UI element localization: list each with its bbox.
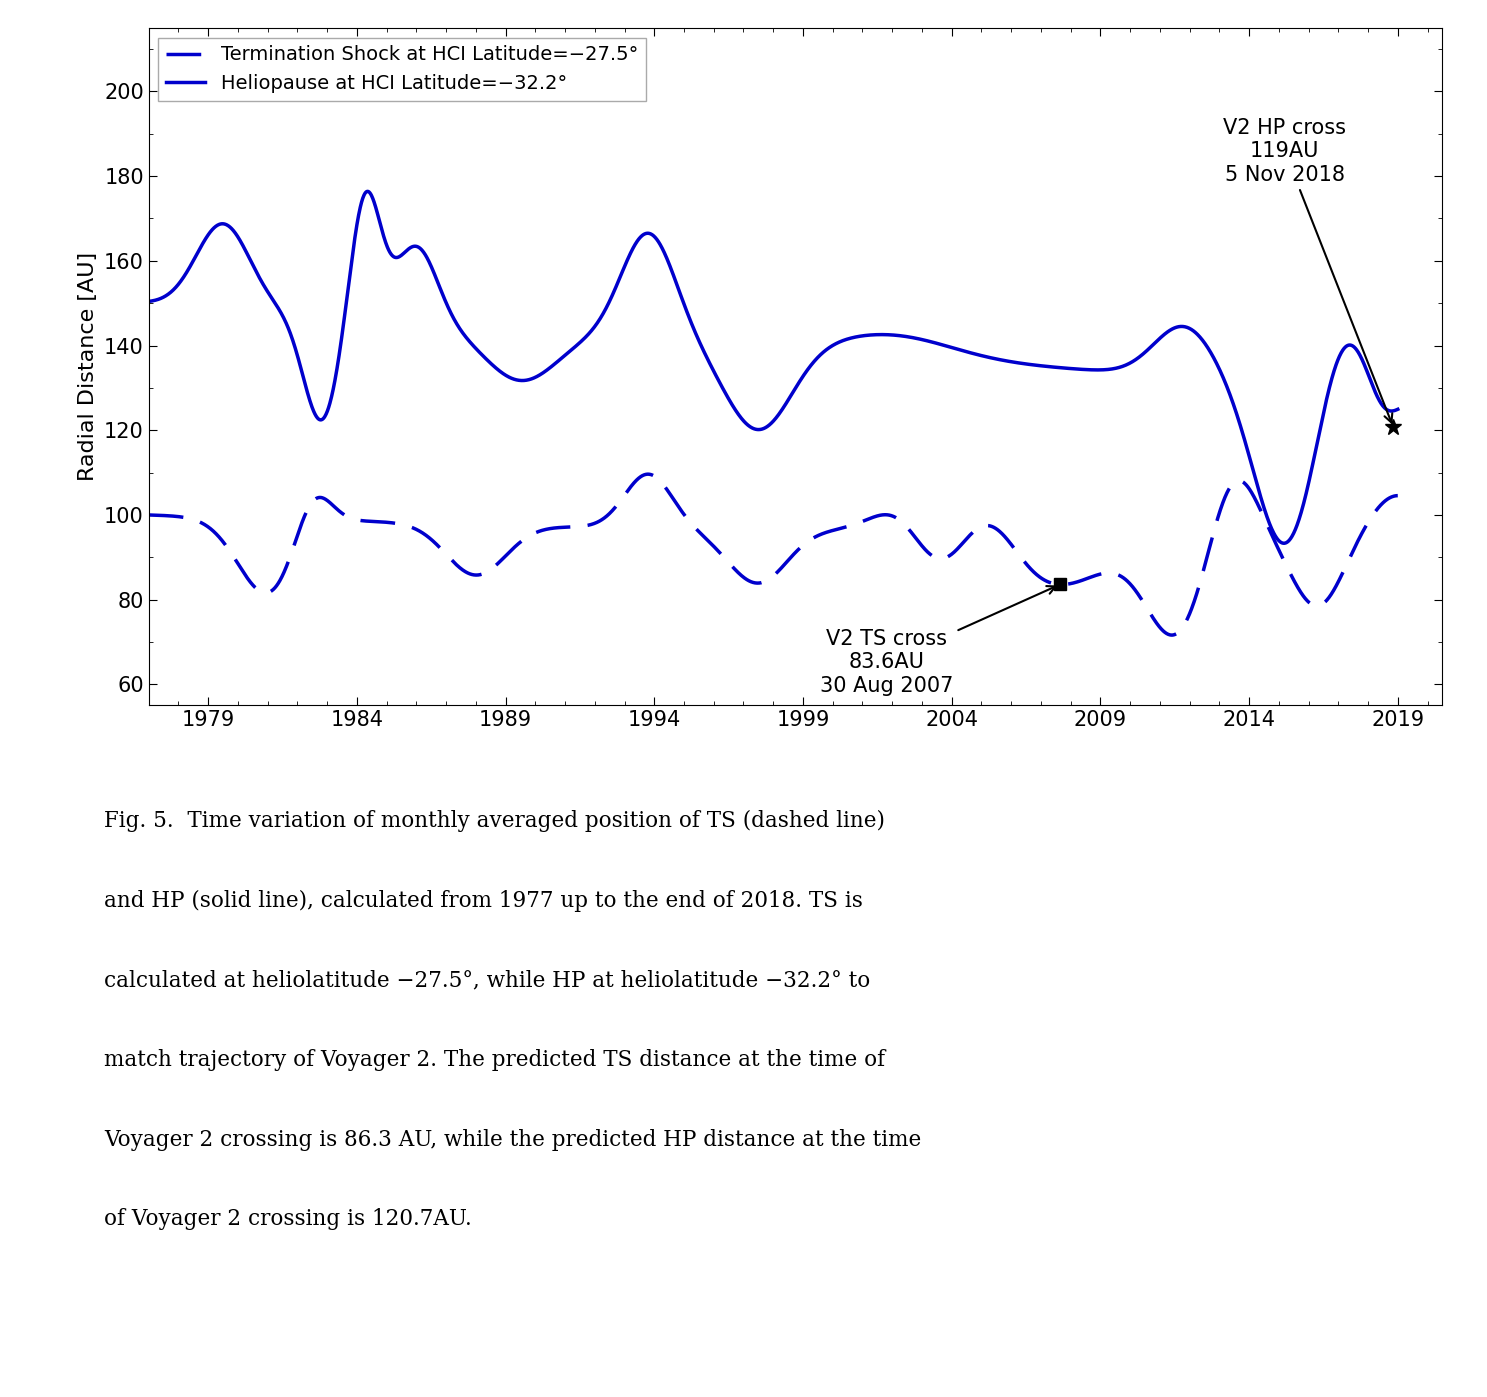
Legend: Termination Shock at HCI Latitude=−27.5°, Heliopause at HCI Latitude=−32.2°: Termination Shock at HCI Latitude=−27.5°… xyxy=(159,38,645,101)
Text: match trajectory of Voyager 2. The predicted TS distance at the time of: match trajectory of Voyager 2. The predi… xyxy=(104,1049,885,1071)
Heliopause at HCI Latitude=−32.2° xyxy=(1276,535,1294,552)
Termination Shock at HCI Latitude=−27.5° xyxy=(283,545,300,562)
Text: V2 TS cross
83.6AU
30 Aug 2007: V2 TS cross 83.6AU 30 Aug 2007 xyxy=(819,587,1056,696)
Termination Shock at HCI Latitude=−27.5° xyxy=(639,465,657,482)
Heliopause at HCI Latitude=−32.2° xyxy=(283,327,300,344)
Text: of Voyager 2 crossing is 120.7AU.: of Voyager 2 crossing is 120.7AU. xyxy=(104,1208,471,1231)
Heliopause at HCI Latitude=−32.2° xyxy=(357,184,375,201)
Heliopause at HCI Latitude=−32.2° xyxy=(358,183,376,200)
Termination Shock at HCI Latitude=−27.5° xyxy=(1231,472,1249,489)
Termination Shock at HCI Latitude=−27.5° xyxy=(140,507,158,524)
Text: V2 HP cross
119AU
5 Nov 2018: V2 HP cross 119AU 5 Nov 2018 xyxy=(1224,119,1392,422)
Line: Termination Shock at HCI Latitude=−27.5°: Termination Shock at HCI Latitude=−27.5° xyxy=(149,474,1398,636)
Text: calculated at heliolatitude −27.5°, while HP at heliolatitude −32.2° to: calculated at heliolatitude −27.5°, whil… xyxy=(104,970,870,992)
Termination Shock at HCI Latitude=−27.5° xyxy=(619,482,636,499)
Heliopause at HCI Latitude=−32.2° xyxy=(674,291,691,307)
Termination Shock at HCI Latitude=−27.5° xyxy=(357,513,375,529)
Heliopause at HCI Latitude=−32.2° xyxy=(1389,401,1407,418)
Heliopause at HCI Latitude=−32.2° xyxy=(140,293,158,310)
Heliopause at HCI Latitude=−32.2° xyxy=(619,250,636,267)
Line: Heliopause at HCI Latitude=−32.2°: Heliopause at HCI Latitude=−32.2° xyxy=(149,191,1398,543)
Termination Shock at HCI Latitude=−27.5° xyxy=(674,504,691,521)
Text: Fig. 5.  Time variation of monthly averaged position of TS (dashed line): Fig. 5. Time variation of monthly averag… xyxy=(104,810,885,833)
Text: Voyager 2 crossing is 86.3 AU, while the predicted HP distance at the time: Voyager 2 crossing is 86.3 AU, while the… xyxy=(104,1129,922,1151)
Heliopause at HCI Latitude=−32.2° xyxy=(1230,414,1248,430)
Termination Shock at HCI Latitude=−27.5° xyxy=(1163,627,1181,644)
Y-axis label: Radial Distance [AU]: Radial Distance [AU] xyxy=(79,251,98,482)
Heliopause at HCI Latitude=−32.2° xyxy=(1365,381,1383,398)
Termination Shock at HCI Latitude=−27.5° xyxy=(1389,488,1407,504)
Text: and HP (solid line), calculated from 1977 up to the end of 2018. TS is: and HP (solid line), calculated from 197… xyxy=(104,890,862,912)
Termination Shock at HCI Latitude=−27.5° xyxy=(1365,504,1383,521)
